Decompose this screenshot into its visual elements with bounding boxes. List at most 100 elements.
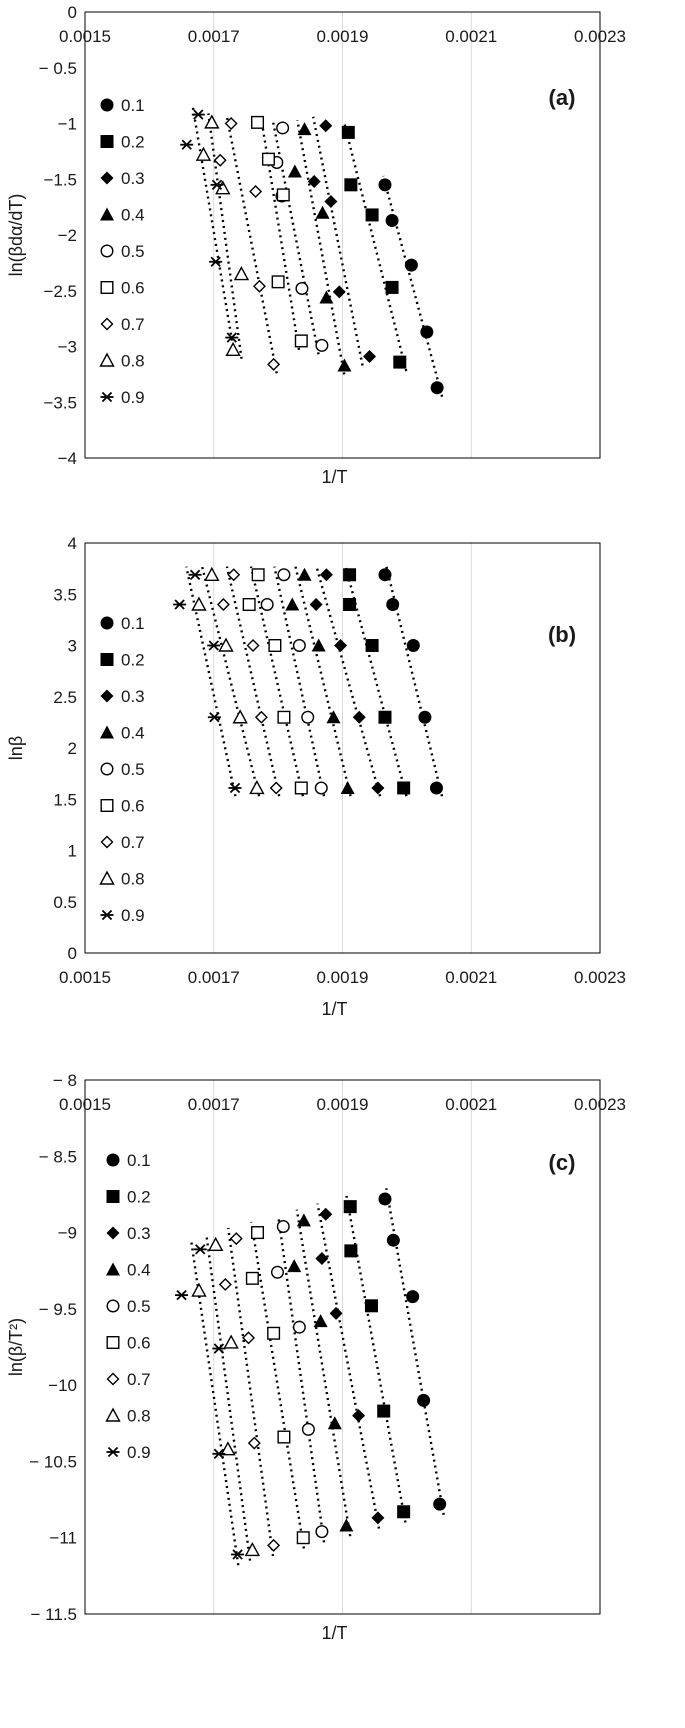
legend-label: 0.8 xyxy=(127,1407,151,1426)
y-tick-label: 1.5 xyxy=(53,790,77,809)
fit-line-0.1 xyxy=(382,175,444,397)
data-point-0.9 xyxy=(212,1343,226,1354)
panel-label: (b) xyxy=(548,622,576,647)
data-point-0.7 xyxy=(252,279,266,293)
data-point-0.8 xyxy=(191,1282,207,1297)
data-point-0.4 xyxy=(319,290,334,304)
legend-label: 0.8 xyxy=(121,352,145,371)
data-point-0.3 xyxy=(352,710,366,724)
y-tick-label: 1 xyxy=(68,842,77,861)
data-point-0.4 xyxy=(285,597,300,611)
data-point-0.6 xyxy=(296,1531,310,1545)
data-point-0.9 xyxy=(207,640,221,651)
data-point-0.7 xyxy=(267,1538,281,1552)
data-point-0.7 xyxy=(229,1232,243,1246)
data-point-0.8 xyxy=(204,114,220,129)
y-tick-label: − 8.5 xyxy=(39,1147,77,1166)
legend-label: 0.6 xyxy=(127,1334,151,1353)
data-point-0.2 xyxy=(378,710,392,724)
legend-marker-0.2 xyxy=(106,1190,120,1203)
y-tick-label: 4 xyxy=(68,534,77,553)
data-point-0.9 xyxy=(209,256,223,267)
legend-marker-0.2 xyxy=(100,135,114,148)
fit-line-0.7 xyxy=(227,1227,275,1557)
data-point-0.2 xyxy=(393,355,407,369)
data-point-0.9 xyxy=(188,569,202,580)
x-tick-label: 0.0021 xyxy=(445,27,497,46)
legend-marker-0.3 xyxy=(106,1226,120,1240)
fit-line-0.5 xyxy=(277,1215,326,1543)
data-point-0.8 xyxy=(244,1541,261,1557)
y-axis-label: ln(β/T²) xyxy=(6,1318,26,1376)
legend-marker-0.9 xyxy=(106,1446,120,1458)
data-point-0.5 xyxy=(277,568,291,582)
y-axis-label: lnβ xyxy=(6,736,26,760)
data-point-0.2 xyxy=(397,1505,411,1519)
data-point-0.1 xyxy=(404,258,418,272)
legend: 0.1 0.2 0.3 0.4 0.5 0.6 0.7 0.8 0.9 xyxy=(99,96,145,407)
x-tick-label: 0.0019 xyxy=(317,1095,369,1114)
y-tick-label: −3.5 xyxy=(43,393,77,412)
fit-line-0.6 xyxy=(249,566,305,797)
data-point-0.9 xyxy=(175,1289,189,1301)
data-point-0.8 xyxy=(249,780,265,795)
data-point-0.8 xyxy=(232,709,248,724)
data-point-0.6 xyxy=(271,275,285,289)
y-tick-label: −1.5 xyxy=(43,170,77,189)
legend-label: 0.5 xyxy=(127,1297,151,1316)
data-point-0.7 xyxy=(249,185,263,199)
data-point-0.5 xyxy=(292,1320,306,1334)
data-point-0.6 xyxy=(277,710,291,724)
legend-label: 0.5 xyxy=(121,242,145,261)
x-tick-label: 0.0017 xyxy=(188,27,240,46)
data-point-0.6 xyxy=(277,1430,291,1444)
y-tick-label: − 9.5 xyxy=(39,1300,77,1319)
data-point-0.5 xyxy=(314,781,328,795)
data-point-0.1 xyxy=(417,1393,431,1407)
legend-label: 0.2 xyxy=(121,133,145,152)
legend-label: 0.6 xyxy=(121,797,145,816)
plot-frame xyxy=(84,11,601,459)
data-point-0.1 xyxy=(433,1497,447,1511)
data-point-0.1 xyxy=(378,178,392,192)
fit-line-0.4 xyxy=(295,1209,352,1537)
data-point-0.1 xyxy=(406,1290,420,1304)
data-point-0.9 xyxy=(228,782,242,794)
data-point-0.7 xyxy=(267,357,281,371)
data-point-0.9 xyxy=(210,179,224,191)
data-point-0.1 xyxy=(386,1233,400,1247)
legend-marker-0.5 xyxy=(100,244,114,258)
data-point-0.2 xyxy=(344,1244,358,1258)
data-point-0.4 xyxy=(297,567,312,581)
data-point-0.5 xyxy=(260,598,274,612)
y-tick-label: −2.5 xyxy=(43,282,77,301)
fit-line-0.6 xyxy=(250,1221,306,1549)
data-point-0.3 xyxy=(334,639,348,652)
y-axis-label: ln(βdα/dT) xyxy=(6,194,26,277)
legend-marker-0.3 xyxy=(100,689,114,703)
data-point-0.3 xyxy=(324,195,338,209)
data-point-0.2 xyxy=(364,1299,378,1313)
data-point-0.9 xyxy=(231,1549,245,1560)
chart-panel-b: 0.0015 0.0017 0.0019 0.0021 0.0023 0 0.5 1 1.5 2 2… xyxy=(6,534,626,1019)
data-point-0.6 xyxy=(251,568,265,582)
data-point-0.5 xyxy=(270,1265,284,1279)
data-point-0.2 xyxy=(341,125,355,139)
data-point-0.5 xyxy=(301,710,315,724)
legend-marker-0.9 xyxy=(100,909,114,921)
x-tick-label: 0.0017 xyxy=(188,968,240,987)
data-point-0.2 xyxy=(343,1200,357,1214)
data-point-0.8 xyxy=(218,637,234,652)
data-point-0.1 xyxy=(418,710,432,724)
data-point-0.1 xyxy=(378,1192,392,1206)
legend: 0.1 0.2 0.3 0.4 0.5 0.6 0.7 0.8 0.9 xyxy=(105,1151,151,1462)
x-tick-label: 0.0015 xyxy=(59,968,111,987)
data-point-0.2 xyxy=(344,178,358,192)
legend-label: 0.1 xyxy=(121,614,145,633)
data-point-0.4 xyxy=(339,1518,354,1532)
legend-marker-0.4 xyxy=(100,207,114,221)
data-point-0.4 xyxy=(327,1416,342,1430)
fit-line-0.8 xyxy=(205,1233,252,1561)
data-point-0.3 xyxy=(352,1409,366,1423)
x-tick-label: 0.0021 xyxy=(445,1095,497,1114)
